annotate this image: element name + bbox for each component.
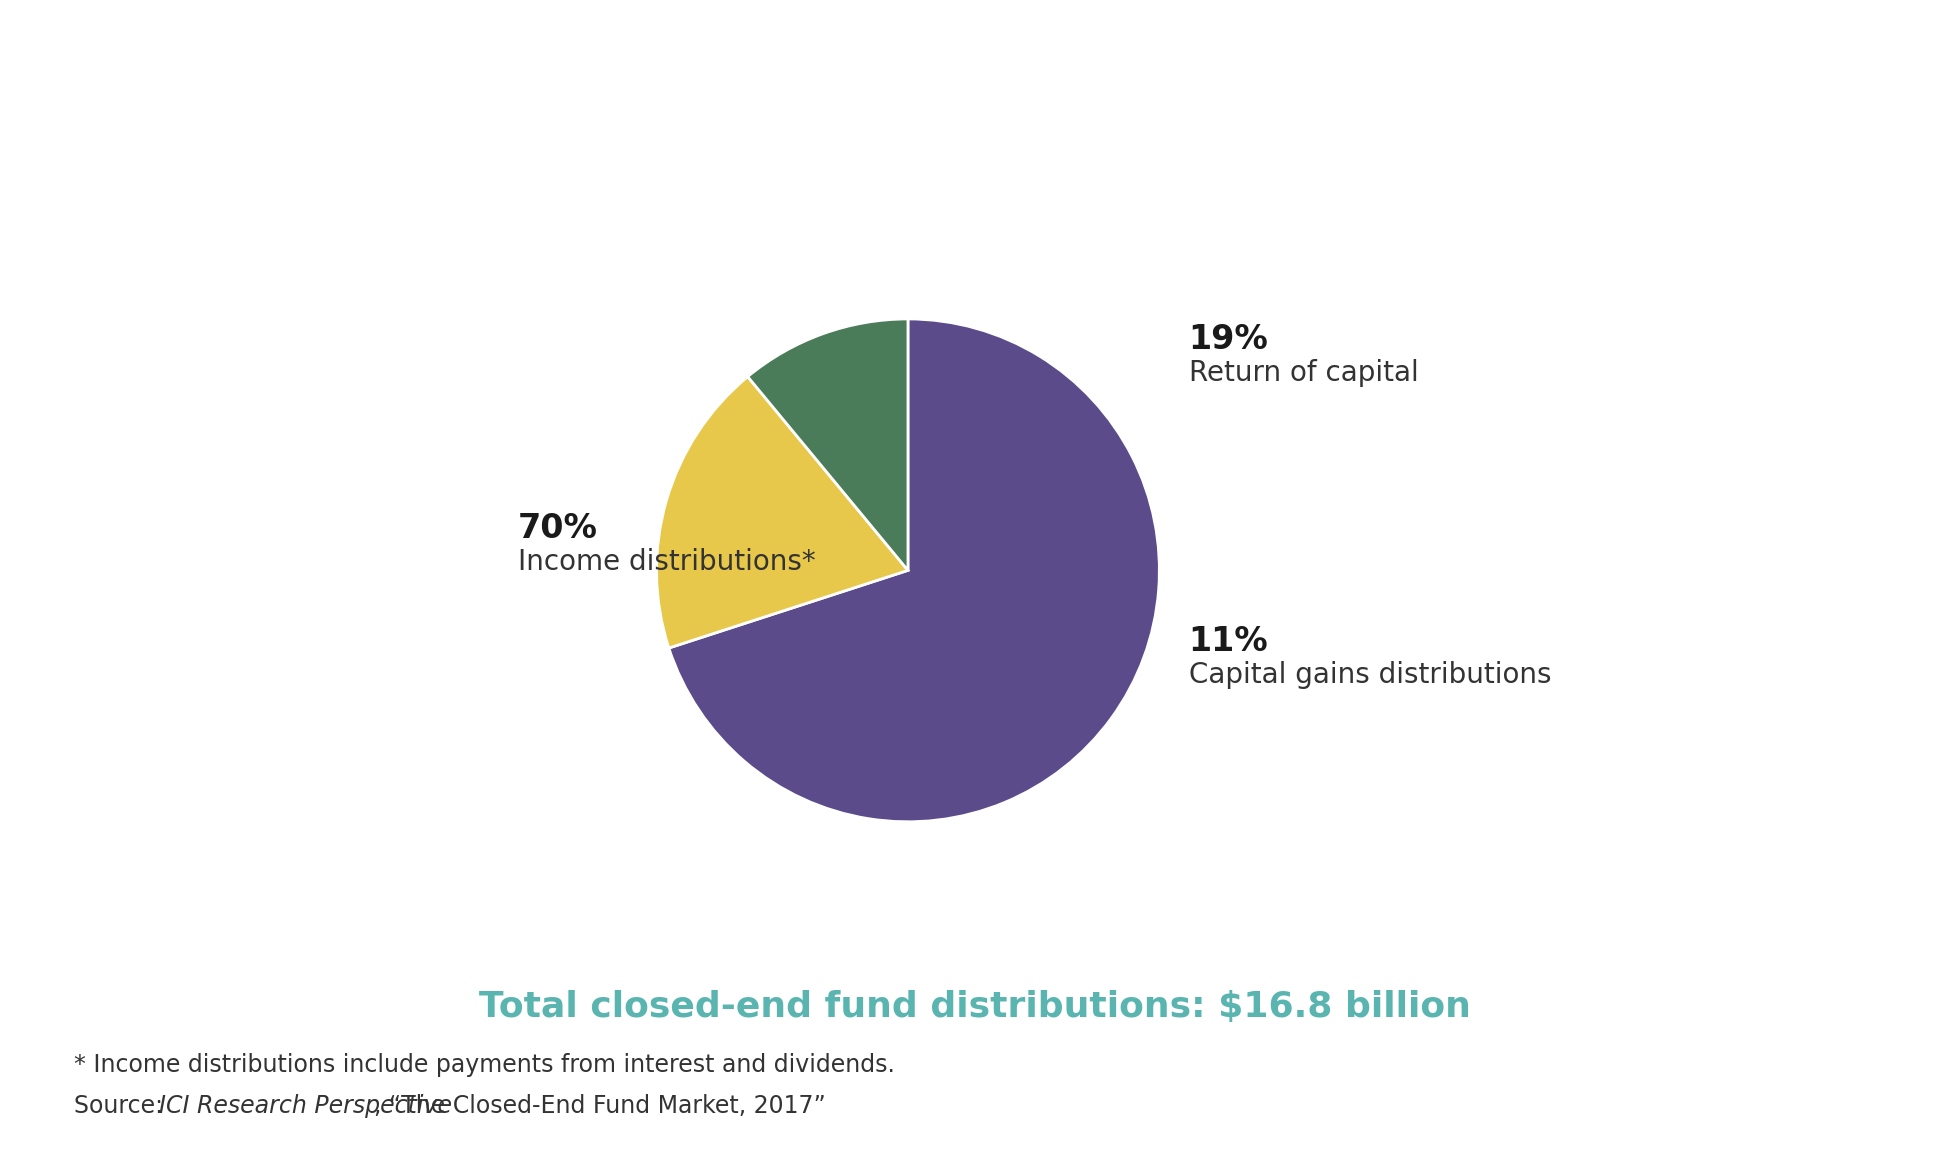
- Text: Capital gains distributions: Capital gains distributions: [1190, 661, 1550, 689]
- Text: 11%: 11%: [1190, 625, 1268, 658]
- Wedge shape: [669, 319, 1160, 822]
- Text: Percentage of closed-end fund distributions, 2017: Percentage of closed-end fund distributi…: [43, 113, 844, 144]
- Text: Total closed-end fund distributions: $16.8 billion: Total closed-end fund distributions: $16…: [480, 989, 1470, 1024]
- Text: Source:: Source:: [74, 1094, 170, 1117]
- Text: Income distributions*: Income distributions*: [519, 548, 815, 576]
- Text: , “The Closed-End Fund Market, 2017”: , “The Closed-End Fund Market, 2017”: [374, 1094, 827, 1117]
- Text: Closed-End Fund Distributions: Closed-End Fund Distributions: [43, 40, 942, 91]
- Text: * Income distributions include payments from interest and dividends.: * Income distributions include payments …: [74, 1053, 895, 1077]
- Text: 70%: 70%: [519, 512, 599, 545]
- Text: ICI Research Perspective: ICI Research Perspective: [158, 1094, 452, 1117]
- Text: Return of capital: Return of capital: [1190, 360, 1418, 388]
- Wedge shape: [657, 377, 909, 648]
- Wedge shape: [747, 319, 909, 570]
- Text: 19%: 19%: [1190, 324, 1268, 356]
